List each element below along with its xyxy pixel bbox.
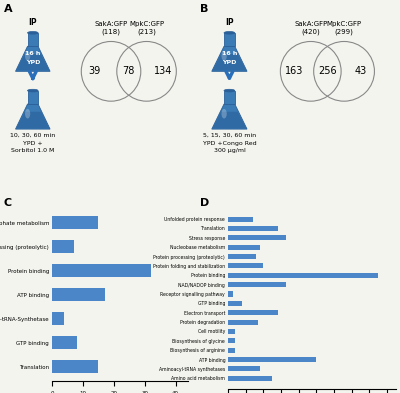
Text: Sorbitol 1.0 M: Sorbitol 1.0 M xyxy=(11,148,54,153)
Text: B: B xyxy=(200,4,208,14)
Ellipse shape xyxy=(28,31,38,34)
Bar xyxy=(228,292,233,297)
Polygon shape xyxy=(28,90,38,104)
Bar xyxy=(52,288,104,301)
Text: 43: 43 xyxy=(355,66,367,76)
Bar xyxy=(228,263,263,268)
Ellipse shape xyxy=(25,51,30,61)
Bar xyxy=(228,329,235,334)
Text: YPD +: YPD + xyxy=(23,141,43,146)
Bar xyxy=(228,282,286,287)
Text: 16 h: 16 h xyxy=(25,51,40,57)
Polygon shape xyxy=(212,54,246,71)
Polygon shape xyxy=(16,54,49,71)
Polygon shape xyxy=(28,33,38,46)
Bar xyxy=(52,336,77,349)
Bar xyxy=(52,216,98,230)
Text: 39: 39 xyxy=(88,66,101,76)
Text: 16 h: 16 h xyxy=(222,51,237,57)
Polygon shape xyxy=(16,112,49,129)
Bar xyxy=(228,348,235,353)
Text: YPD: YPD xyxy=(222,61,236,65)
Bar xyxy=(228,273,378,278)
Bar xyxy=(228,301,242,306)
Bar xyxy=(228,217,253,222)
Text: YPD: YPD xyxy=(26,61,40,65)
Polygon shape xyxy=(16,46,50,71)
Bar xyxy=(228,244,260,250)
Polygon shape xyxy=(212,104,247,129)
Ellipse shape xyxy=(224,89,235,92)
Text: 163: 163 xyxy=(285,66,303,76)
Bar xyxy=(52,360,98,373)
Bar xyxy=(52,240,74,253)
Bar xyxy=(228,226,278,231)
Text: IP: IP xyxy=(225,18,234,27)
Ellipse shape xyxy=(222,109,227,119)
Ellipse shape xyxy=(25,109,30,119)
Text: D: D xyxy=(200,198,209,208)
Text: A: A xyxy=(4,4,13,14)
Bar xyxy=(228,254,256,259)
Bar xyxy=(228,357,316,362)
Text: 5, 15, 30, 60 min: 5, 15, 30, 60 min xyxy=(203,133,256,138)
Text: MpkC:GFP
(299): MpkC:GFP (299) xyxy=(326,21,362,35)
Bar xyxy=(228,338,235,343)
Text: C: C xyxy=(4,198,12,208)
Bar xyxy=(52,264,151,277)
Bar xyxy=(228,376,272,381)
Ellipse shape xyxy=(224,31,235,34)
Bar xyxy=(52,312,64,325)
Polygon shape xyxy=(224,90,235,104)
Text: SakA:GFP
(118): SakA:GFP (118) xyxy=(94,21,128,35)
Ellipse shape xyxy=(222,51,227,61)
Text: YPD +Congo Red: YPD +Congo Red xyxy=(202,141,256,146)
Polygon shape xyxy=(16,104,50,129)
Text: MpkC:GFP
(213): MpkC:GFP (213) xyxy=(129,21,164,35)
Bar xyxy=(228,320,258,325)
Text: 10, 30, 60 min: 10, 30, 60 min xyxy=(10,133,56,138)
Polygon shape xyxy=(224,33,235,46)
Text: 256: 256 xyxy=(318,66,337,76)
Text: IP: IP xyxy=(28,18,37,27)
Text: 78: 78 xyxy=(123,66,135,76)
Bar xyxy=(228,366,260,371)
Polygon shape xyxy=(212,46,247,71)
Bar xyxy=(228,310,278,315)
Text: 134: 134 xyxy=(154,66,172,76)
Ellipse shape xyxy=(28,89,38,92)
Text: 300 μg/ml: 300 μg/ml xyxy=(214,148,245,153)
Text: SakA:GFP
(420): SakA:GFP (420) xyxy=(294,21,327,35)
Polygon shape xyxy=(212,112,246,129)
Bar xyxy=(228,235,286,241)
